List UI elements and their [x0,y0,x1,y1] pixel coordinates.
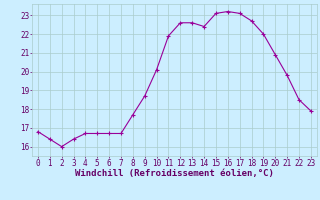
X-axis label: Windchill (Refroidissement éolien,°C): Windchill (Refroidissement éolien,°C) [75,169,274,178]
